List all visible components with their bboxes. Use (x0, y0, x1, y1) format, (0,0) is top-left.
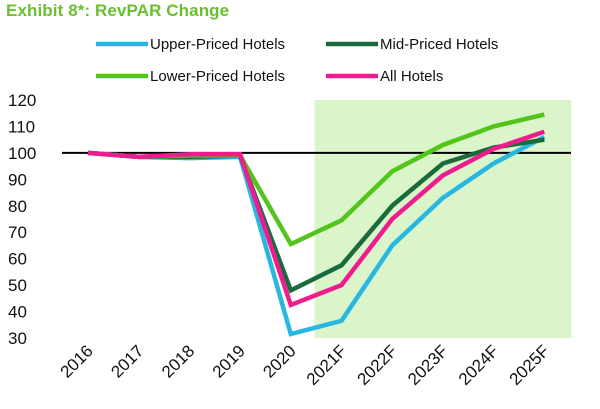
y-tick-label: 40 (8, 303, 27, 322)
chart-title: Exhibit 8*: RevPAR Change (6, 1, 230, 20)
x-tick-label: 2017 (107, 341, 147, 381)
legend-label: Lower-Priced Hotels (150, 68, 285, 85)
y-tick-label: 50 (8, 276, 27, 295)
legend-label: All Hotels (380, 68, 443, 85)
legend-label: Upper-Priced Hotels (150, 36, 285, 53)
x-tick-label: 2025F (506, 341, 554, 389)
series-all-hotels-line (87, 129, 546, 308)
y-tick-label: 100 (8, 144, 36, 163)
x-tick-label: 2016 (57, 341, 97, 381)
legend-lower-priced: Lower-Priced Hotels (96, 68, 285, 85)
y-tick-label: 60 (8, 250, 27, 269)
x-tick-label: 2021F (303, 341, 351, 389)
legend: Upper-Priced Hotels Mid-Priced Hotels Lowe… (96, 36, 498, 85)
x-tick-label: 2020 (259, 341, 299, 381)
legend-upper-priced: Upper-Priced Hotels (96, 36, 285, 53)
y-tick-label: 80 (8, 197, 27, 216)
legend-all-hotels: All Hotels (326, 68, 443, 85)
x-tick-label: 2023F (404, 341, 452, 389)
legend-label: Mid-Priced Hotels (380, 36, 498, 53)
x-tick-label: 2018 (158, 341, 198, 381)
y-tick-label: 30 (8, 329, 27, 348)
x-tick-label: 2024F (455, 341, 503, 389)
y-tick-label: 110 (8, 117, 35, 136)
legend-mid-priced: Mid-Priced Hotels (326, 36, 498, 53)
y-tick-label: 120 (8, 91, 36, 110)
x-tick-label: 2019 (209, 341, 249, 381)
series-lines (87, 112, 546, 337)
x-tick-label: 2022F (354, 341, 402, 389)
y-tick-label: 90 (8, 170, 27, 189)
y-tick-label: 70 (8, 223, 27, 242)
